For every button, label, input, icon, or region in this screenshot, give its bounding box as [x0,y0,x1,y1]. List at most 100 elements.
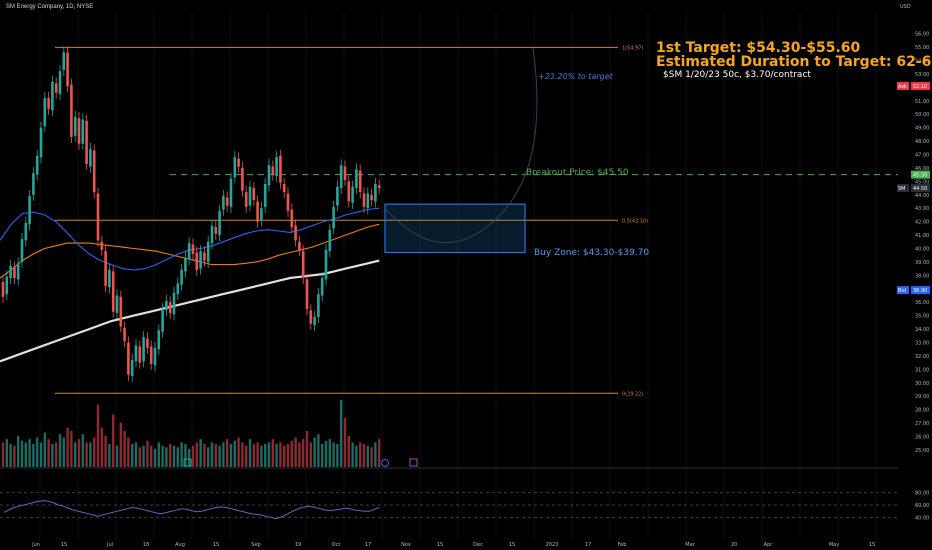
price-axis[interactable]: USD56.0055.0054.0053.0052.0051.0050.0049… [898,0,932,550]
candle [89,149,92,167]
candle [115,295,119,313]
time-tick: Jun [31,542,40,548]
volume-bar [17,435,20,467]
time-tick: 19 [295,542,301,548]
candle [214,226,218,234]
volume-bar [93,437,96,467]
volume-bar [74,442,77,467]
volume-bar [81,434,84,467]
time-tick: Jul [106,542,113,548]
candle [24,222,28,241]
volume-bar [161,445,164,467]
candle [161,308,164,332]
volume-bar [294,437,297,467]
volume-bar [112,414,115,467]
fib-label: 0.5(42.10) [622,218,648,224]
projection-curve [384,48,538,244]
price-tick: 25.00 [915,448,929,454]
candle [279,155,282,183]
price-tick: 36.00 [915,300,929,306]
volume-bar [51,444,54,467]
volume-bar [153,448,157,467]
volume-bar [351,442,354,467]
candle [20,239,24,262]
time-axis[interactable]: Jun 15 Jul 18 Aug 15 Sep 19 Oct 17 Nov 15 Dec 15 2023 1… [31,542,875,548]
price-tick: 46.00 [915,166,929,172]
event-marker [409,458,418,467]
volume-bar [191,445,195,467]
price-tick: 29.00 [915,394,929,400]
volume-bar [226,439,229,467]
volume-bar [142,445,145,467]
price-tick: 30.00 [915,381,929,387]
candle [153,347,157,366]
price-tick: 31.00 [915,367,929,373]
price-tag-label: Bid [898,288,906,294]
volume-bar [241,442,244,467]
candle [309,310,313,324]
symbol-title[interactable]: SM Energy Company, 1D, NYSE [6,4,94,10]
volume-bar [85,442,88,467]
time-tick: 17 [365,542,371,548]
time-tick: Oct [332,542,341,548]
pct-to-target-label: +23.20% to target [538,72,614,81]
volume-bar [188,448,191,467]
volume-bar [233,440,236,467]
buy-zone[interactable] [384,48,538,254]
price-tick: 55.00 [915,45,929,51]
candle [377,185,381,189]
candle [324,249,328,280]
candle [127,342,130,375]
candle [73,116,77,136]
candle [187,243,191,260]
time-tick: 15 [213,542,219,548]
time-tick: 15 [437,542,443,548]
time-tick: 2023 [546,542,559,548]
price-tick: 26.00 [915,435,929,441]
candle [1,282,5,297]
volume-bar [1,442,5,467]
candle [51,81,54,111]
candle [62,52,66,70]
candle [343,166,347,180]
candle [366,193,370,209]
volume-bar [214,444,217,467]
price-tick: 51.00 [915,99,929,105]
volume-bar [248,439,252,467]
volume-bar [332,442,335,467]
candle [320,278,324,296]
candle [134,345,138,362]
fib-label: 1(54.97) [622,45,643,51]
volume-bar [184,444,187,467]
buy-zone-box [384,203,526,254]
moving-average-line [0,207,380,271]
candle [165,300,168,311]
candle [108,269,111,288]
volume-bar [43,432,46,467]
candle [130,359,134,377]
price-tick: 41.00 [915,233,929,239]
candle [355,169,358,189]
volume-bar [336,444,339,467]
time-tick: May [829,542,839,548]
price-tag-box [911,184,930,193]
volume-bar [150,445,153,467]
target-annotation: 1st Target: $54.30-$55.60 [656,40,861,56]
volume-bar [378,439,381,467]
candle [203,252,206,261]
breakout-label: Breakout Price: $45.50 [526,168,629,178]
price-tag-value: 36.90 [913,288,927,294]
candle [66,52,69,86]
price-tick: 33.00 [915,340,929,346]
time-tick: Mar [685,542,695,548]
candle [286,193,290,211]
volume-bar [362,444,366,467]
candle [70,84,73,138]
volume-bar [66,427,69,467]
time-tick: 15 [509,542,515,548]
volume-bar [9,444,12,467]
event-marker [183,458,192,467]
option-annotation: $SM 1/20/23 50c, $3.70/contract [663,70,811,80]
